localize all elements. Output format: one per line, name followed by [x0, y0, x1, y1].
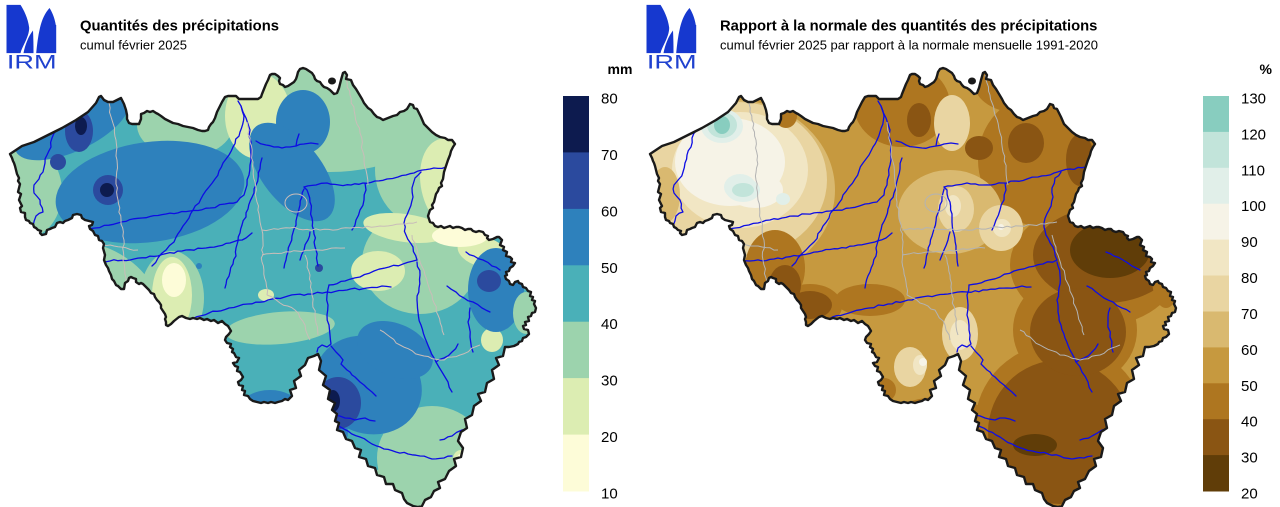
svg-text:50: 50 — [601, 260, 618, 277]
svg-text:80: 80 — [601, 91, 618, 108]
svg-text:%: % — [1260, 61, 1273, 77]
svg-text:20: 20 — [601, 429, 618, 446]
svg-text:90: 90 — [1241, 234, 1258, 251]
svg-text:40: 40 — [601, 316, 618, 333]
svg-text:120: 120 — [1241, 126, 1266, 143]
svg-text:cumul février 2025: cumul février 2025 — [80, 38, 187, 53]
svg-text:130: 130 — [1241, 91, 1266, 108]
svg-text:10: 10 — [601, 486, 618, 503]
svg-text:30: 30 — [601, 373, 618, 390]
svg-text:Quantités des précipitations: Quantités des précipitations — [80, 19, 279, 35]
svg-text:mm: mm — [608, 61, 633, 77]
svg-text:20: 20 — [1241, 486, 1258, 503]
svg-text:IRM: IRM — [7, 53, 57, 74]
svg-text:80: 80 — [1241, 270, 1258, 287]
svg-text:40: 40 — [1241, 414, 1258, 431]
svg-text:110: 110 — [1241, 162, 1265, 179]
svg-text:Rapport à la normale des quant: Rapport à la normale des quantités des p… — [720, 19, 1097, 35]
svg-text:60: 60 — [1241, 342, 1258, 359]
svg-text:70: 70 — [1241, 306, 1258, 323]
svg-text:30: 30 — [1241, 450, 1258, 467]
svg-text:60: 60 — [601, 203, 618, 220]
svg-text:50: 50 — [1241, 378, 1258, 395]
svg-text:70: 70 — [601, 147, 618, 164]
svg-text:cumul février 2025 par rapport: cumul février 2025 par rapport à la norm… — [720, 38, 1098, 53]
svg-text:100: 100 — [1241, 198, 1266, 215]
